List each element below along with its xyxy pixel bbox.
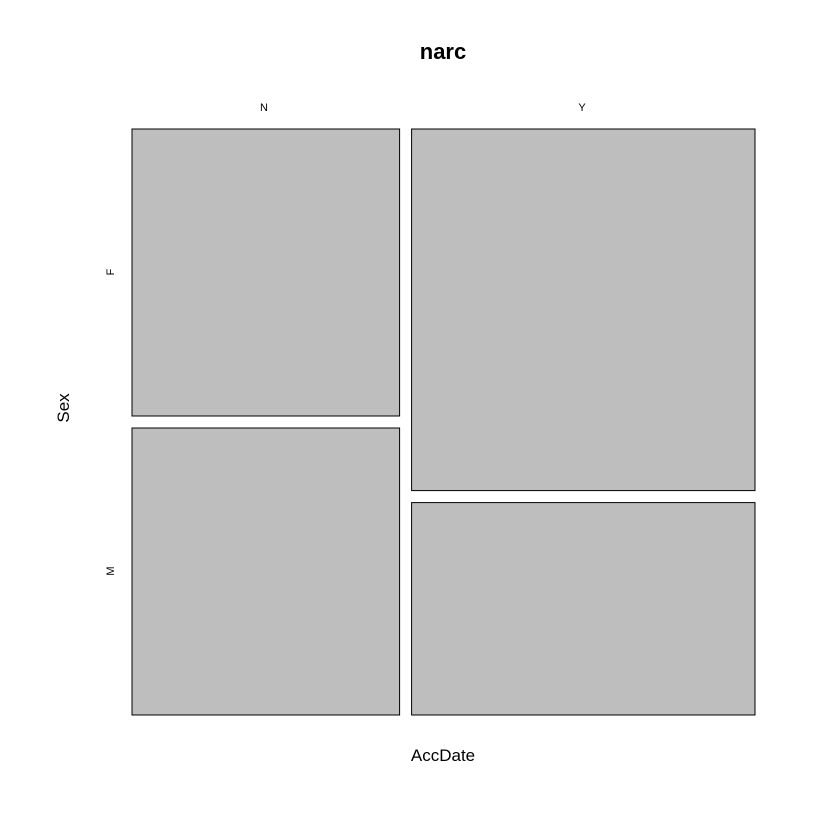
y-tick-labels: F M [105,268,117,575]
mosaic-cell-n-m [131,427,401,716]
mosaic-cells [131,128,756,716]
x-axis-title: AccDate [411,746,475,765]
mosaic-cell-y-m [411,502,756,716]
y-axis-title: Sex [54,393,73,423]
y-tick-label-m: M [105,566,117,575]
y-tick-label-f: F [105,268,117,275]
x-tick-label-y: Y [578,102,586,114]
chart-title: narc [420,39,466,64]
x-tick-label-n: N [260,102,268,114]
x-tick-labels: N Y [260,102,586,114]
mosaic-cell-n-f [131,128,401,417]
mosaic-cell-y-f [411,128,756,492]
